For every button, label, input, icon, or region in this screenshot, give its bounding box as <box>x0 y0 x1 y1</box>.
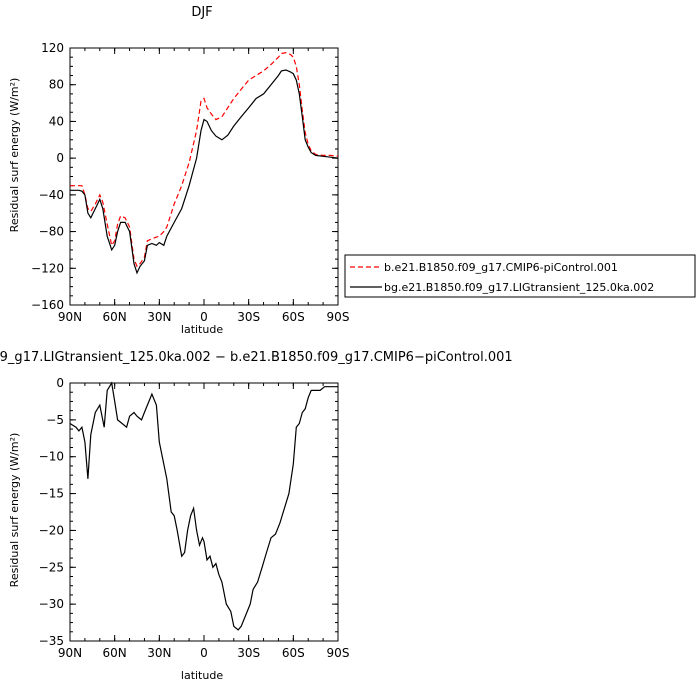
bottom-panel: bg.e21.B1850.f09_g17.LIGtransient_125.0k… <box>0 350 513 682</box>
x-tick-label: 30N <box>147 310 171 324</box>
y-tick-label: −20 <box>39 523 64 537</box>
x-tick-label: 90N <box>58 646 82 660</box>
series-line-1-0 <box>69 381 338 631</box>
legend-label-ligtransient: bg.e21.B1850.f09_g17.LIGtransient_125.0k… <box>384 281 654 294</box>
y-tick-label: −10 <box>39 450 64 464</box>
plot-frame <box>69 382 339 642</box>
y-tick-label: −80 <box>39 225 64 239</box>
x-tick-label: 90S <box>327 310 350 324</box>
y-tick-label: −40 <box>39 188 64 202</box>
top-plot-area: 90N 60N 30N 0 30S 60S 90S 120 80 40 0 −40 −80 −120 −16… <box>31 41 349 324</box>
series-line-0-0 <box>70 51 339 268</box>
x-tick-label: 0 <box>200 310 208 324</box>
legend-label-picontrol: b.e21.B1850.f09_g17.CMIP6-piControl.001 <box>384 261 618 274</box>
x-tick-label: 60S <box>282 646 305 660</box>
x-tick-label: 30S <box>237 310 260 324</box>
y-tick-label: −160 <box>31 298 64 312</box>
y-tick-label: 40 <box>49 114 64 128</box>
x-tick-label: 60N <box>103 310 127 324</box>
top-y-axis-label: Residual surf energy (W/m²) <box>8 78 21 233</box>
bottom-x-axis-label: latitude <box>181 669 223 682</box>
y-tick-label: −120 <box>31 261 64 275</box>
x-tick-label: 90N <box>58 310 82 324</box>
top-panel: DJF 90N 60N 30N 0 30S 60S 90S 120 80 40 0 −40 −80 −12… <box>8 5 696 336</box>
x-tick-label: 90S <box>327 646 350 660</box>
y-tick-label: 80 <box>49 78 64 92</box>
y-tick-label: −35 <box>39 634 64 648</box>
x-tick-label: 30N <box>147 646 171 660</box>
legend: b.e21.B1850.f09_g17.CMIP6-piControl.001 … <box>344 254 696 298</box>
bottom-y-axis-label: Residual surf energy (W/m²) <box>8 433 21 588</box>
x-tick-label: 60N <box>103 646 127 660</box>
y-tick-label: −15 <box>39 487 64 501</box>
y-tick-label: 0 <box>56 376 64 390</box>
x-tick-label: 0 <box>200 646 208 660</box>
y-tick-label: −5 <box>46 413 64 427</box>
y-tick-label: 0 <box>56 151 64 165</box>
top-chart-title: DJF <box>191 5 212 20</box>
bottom-y-axis-label-text: Residual surf energy (W/m²) <box>8 433 21 588</box>
legend-box <box>344 254 696 298</box>
bottom-plot-area: 90N 60N 30N 0 30S 60S 90S 0 −5 −10 −15 −20 −25 −30 −35 <box>39 376 350 660</box>
x-tick-label: 30S <box>237 646 260 660</box>
series-line-0-1 <box>70 69 339 275</box>
x-tick-label: 60S <box>282 310 305 324</box>
y-tick-label: −30 <box>39 597 64 611</box>
top-x-axis-label: latitude <box>181 323 223 336</box>
top-y-axis-label-text: Residual surf energy (W/m²) <box>8 78 21 233</box>
bottom-chart-title: bg.e21.B1850.f09_g17.LIGtransient_125.0k… <box>0 350 513 365</box>
y-tick-label: 120 <box>41 41 64 55</box>
y-tick-label: −25 <box>39 560 64 574</box>
